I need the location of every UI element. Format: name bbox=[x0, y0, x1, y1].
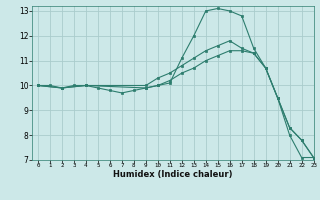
X-axis label: Humidex (Indice chaleur): Humidex (Indice chaleur) bbox=[113, 170, 233, 179]
